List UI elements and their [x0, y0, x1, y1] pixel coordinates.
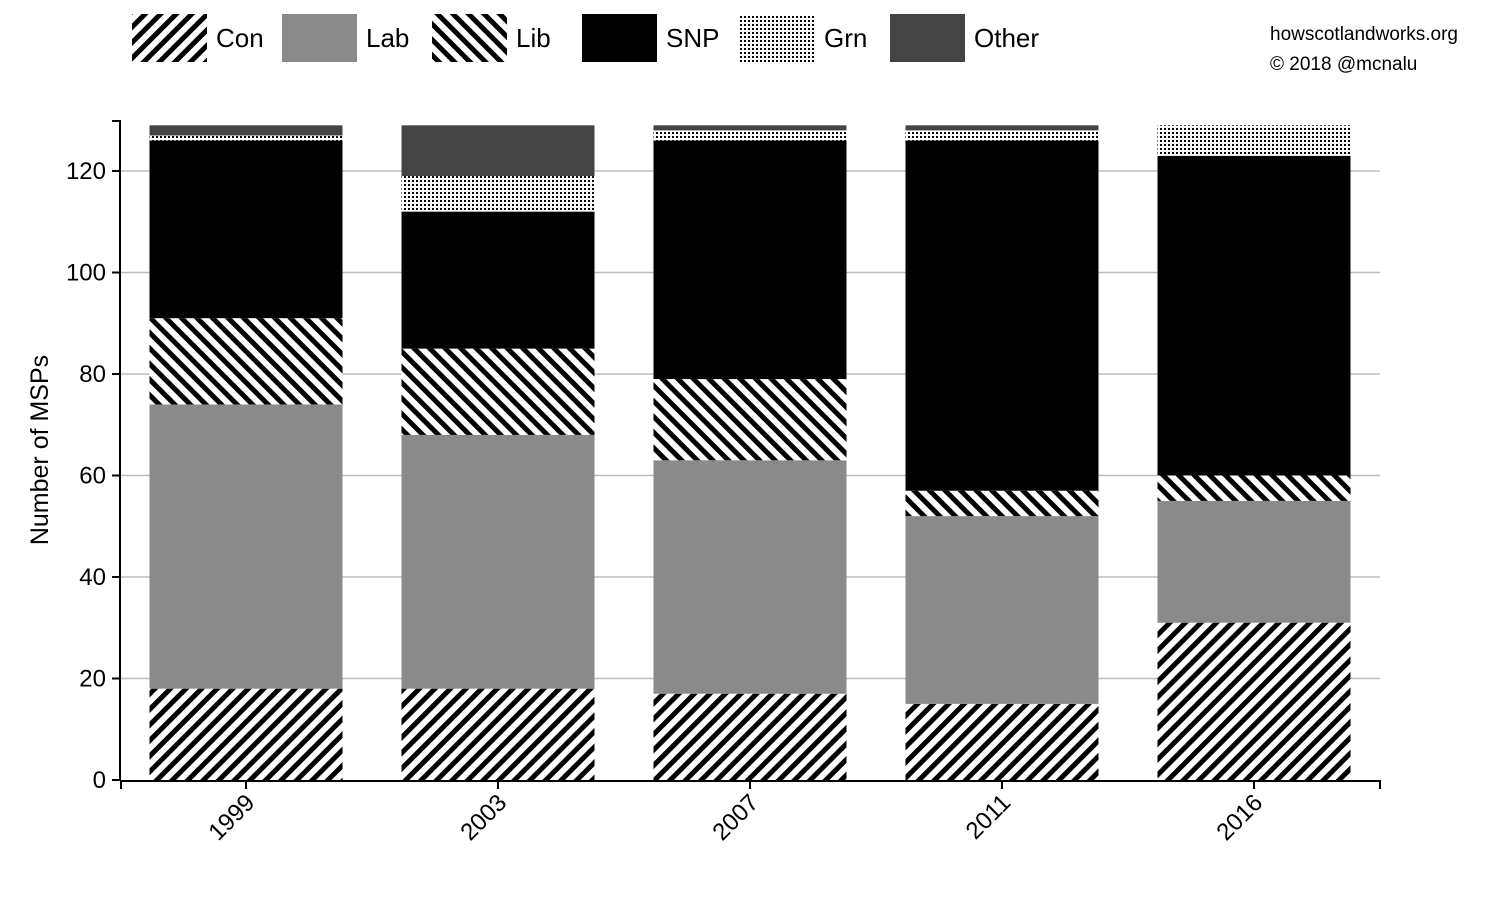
bar-lib-2003	[401, 348, 595, 435]
y-tick-label: 40	[79, 564, 106, 591]
credit-copyright: © 2018 @mcnalu	[1270, 54, 1417, 75]
legend-swatch	[432, 14, 507, 62]
bar-con-2016	[1157, 622, 1351, 780]
bar-other-2003	[401, 125, 595, 177]
legend-label: SNP	[666, 23, 719, 53]
bar-lib-2016	[1157, 475, 1351, 501]
legend: Con Lab Lib SNP Grn Other	[132, 14, 1039, 62]
bar-snp-2003	[401, 211, 595, 349]
bar-lib-2011	[905, 490, 1099, 517]
legend-swatch	[740, 14, 815, 62]
bar-grn-2011	[905, 130, 1099, 141]
legend-item-con: Con	[132, 14, 264, 62]
y-tick-label: 0	[93, 767, 106, 794]
legend-item-grn: Grn	[740, 14, 867, 62]
y-tick-label: 60	[79, 463, 106, 490]
y-tick-label: 80	[79, 361, 106, 388]
y-axis-title: Number of MSPs	[26, 355, 54, 545]
bar-lab-2003	[401, 434, 595, 689]
x-tick-label-1999: 1999	[203, 789, 260, 846]
bar-lab-2007	[653, 460, 847, 694]
bar-other-2007	[653, 125, 847, 131]
legend-label: Grn	[824, 23, 867, 53]
legend-label: Lab	[366, 23, 409, 53]
legend-swatch	[582, 14, 657, 62]
bar-grn-2016	[1157, 125, 1351, 156]
bar-other-2011	[905, 125, 1099, 131]
bar-lib-1999	[149, 318, 343, 405]
bar-lib-2007	[653, 379, 847, 461]
x-tick-label-2016: 2016	[1211, 789, 1268, 846]
legend-item-lib: Lib	[432, 14, 551, 62]
x-ticks: 1999 2003 2007 2011 2016	[203, 780, 1268, 846]
bar-grn-2003	[401, 176, 595, 212]
credit-site: howscotlandworks.org	[1270, 24, 1458, 45]
y-tick-label: 120	[66, 158, 106, 185]
x-tick-label-2003: 2003	[455, 789, 512, 846]
legend-item-snp: SNP	[582, 14, 719, 62]
bar-snp-2007	[653, 140, 847, 380]
bar-lab-2011	[905, 516, 1099, 704]
legend-swatch	[132, 14, 207, 62]
bar-grn-2007	[653, 130, 847, 141]
legend-label: Other	[974, 23, 1039, 53]
bar-grn-1999	[149, 135, 343, 141]
legend-label: Lib	[516, 23, 551, 53]
bar-con-2007	[653, 693, 847, 780]
legend-item-other: Other	[890, 14, 1039, 62]
bar-con-2011	[905, 703, 1099, 780]
bar-other-1999	[149, 125, 343, 136]
bar-snp-2016	[1157, 155, 1351, 476]
legend-item-lab: Lab	[282, 14, 409, 62]
bar-con-1999	[149, 688, 343, 780]
y-tick-label: 20	[79, 666, 106, 693]
x-tick-label-2011: 2011	[961, 789, 1017, 845]
bar-snp-1999	[149, 140, 343, 319]
bars	[149, 125, 1351, 780]
y-tick-label: 100	[66, 260, 106, 287]
bar-snp-2011	[905, 140, 1099, 491]
legend-swatch	[890, 14, 965, 62]
x-tick-label-2007: 2007	[707, 789, 764, 846]
y-ticks: 0 20 40 60 80 100 120	[66, 158, 120, 794]
bar-lab-2016	[1157, 500, 1351, 623]
legend-swatch	[282, 14, 357, 62]
bar-lab-1999	[149, 404, 343, 689]
bar-con-2003	[401, 688, 595, 780]
legend-label: Con	[216, 23, 264, 53]
